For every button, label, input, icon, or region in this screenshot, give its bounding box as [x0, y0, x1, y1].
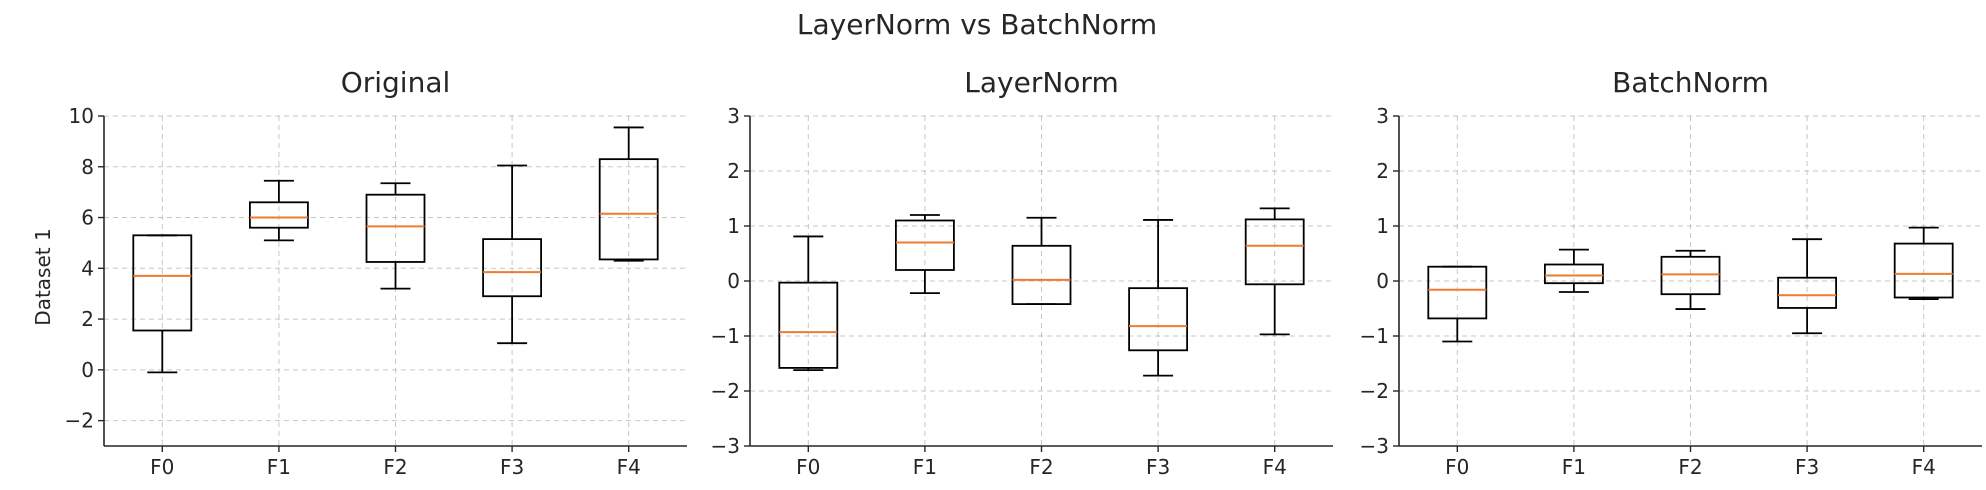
panel-2-xtick-label: F0: [796, 455, 820, 479]
iqr-box: [1660, 255, 1721, 296]
panel-2-ytick-label: −1: [711, 324, 740, 348]
panel-1-ytick-label: 4: [81, 256, 94, 280]
iqr-box: [1427, 265, 1488, 320]
iqr-box: [1128, 287, 1188, 352]
panel-1-ytick-label: 8: [81, 155, 94, 179]
panel-2-box-F1: [895, 214, 955, 295]
panel-3-ytick-label: 1: [1376, 214, 1389, 238]
panel-2-box-F4: [1244, 207, 1305, 336]
iqr-box: [1011, 244, 1072, 306]
panel-1-box-F4: [598, 126, 659, 262]
panel-2-ytick-label: −3: [711, 434, 740, 458]
panel-2-ytick-label: −2: [711, 379, 740, 403]
iqr-box: [1244, 218, 1305, 286]
panel-3-ytick-label: −3: [1360, 434, 1389, 458]
panel-3-box-F2: [1660, 249, 1721, 310]
iqr-box: [598, 158, 659, 261]
panel-2-xtick-label: F4: [1263, 455, 1287, 479]
iqr-box: [778, 281, 839, 369]
panel-1-xtick-label: F2: [383, 455, 407, 479]
panel-1-box-F1: [248, 179, 309, 242]
panel-1-box-F2: [365, 182, 426, 290]
iqr-box: [365, 193, 426, 263]
panel-3-ytick-label: −1: [1360, 324, 1389, 348]
panel-1-box-F0: [132, 234, 193, 374]
panel-2: LayerNorm −3 −2 −1 0 1 2 3 F0 F1 F2 F3 F4: [711, 66, 1333, 479]
panel-3-xtick-label: F3: [1795, 455, 1819, 479]
iqr-box: [1777, 276, 1837, 309]
panel-2-xtick-label: F1: [913, 455, 937, 479]
iqr-box: [482, 238, 543, 298]
panel-1-xtick-label: F0: [150, 455, 174, 479]
figure-suptitle: LayerNorm vs BatchNorm: [797, 8, 1157, 41]
panel-3-title: BatchNorm: [1612, 66, 1769, 99]
panel-2-ytick-label: 0: [727, 269, 740, 293]
panel-3-box-F4: [1893, 226, 1954, 301]
panel-3: BatchNorm −3 −2 −1 0 1 2 3 F0 F1 F2 F3 F4: [1360, 66, 1982, 479]
panel-1-box-F3: [482, 164, 543, 345]
panel-2-xtick-label: F2: [1029, 455, 1053, 479]
iqr-box: [1544, 263, 1604, 285]
panel-3-box-F3: [1777, 238, 1837, 335]
panel-1-ytick-label: 10: [69, 104, 94, 128]
panel-2-box-F2: [1011, 216, 1072, 306]
panel-2-box-F0: [778, 235, 839, 372]
panel-3-xtick-label: F2: [1678, 455, 1702, 479]
panel-1-ytick-label: 0: [81, 358, 94, 382]
panel-1-ytick-label: −2: [65, 409, 94, 433]
panel-3-box-F0: [1427, 265, 1488, 343]
panel-3-xtick-label: F0: [1445, 455, 1469, 479]
panel-2-ytick-label: 3: [727, 104, 740, 128]
panel-3-xtick-label: F1: [1562, 455, 1586, 479]
iqr-box: [248, 201, 309, 229]
row-ylabel: Dataset 1: [31, 228, 55, 325]
panel-1-xtick-label: F4: [617, 455, 641, 479]
iqr-box: [1893, 242, 1954, 299]
panel-3-ytick-label: 3: [1376, 104, 1389, 128]
panel-3-xtick-label: F4: [1912, 455, 1936, 479]
panel-1-xtick-label: F3: [500, 455, 524, 479]
panel-3-ytick-label: 0: [1376, 269, 1389, 293]
panel-2-ytick-label: 1: [727, 214, 740, 238]
panel-1-xtick-label: F1: [267, 455, 291, 479]
panel-2-box-F3: [1128, 219, 1188, 377]
panel-3-ytick-label: −2: [1360, 379, 1389, 403]
panel-1-ytick-label: 2: [81, 307, 94, 331]
panel-3-ytick-label: 2: [1376, 159, 1389, 183]
panel-1: Original −2 0 2 4 6 8 10 F0 F1 F2 F3 F4: [65, 66, 687, 479]
panel-2-xtick-label: F3: [1146, 455, 1170, 479]
iqr-box: [132, 234, 193, 332]
panel-2-title: LayerNorm: [964, 66, 1118, 99]
panel-1-ytick-label: 6: [81, 206, 94, 230]
panel-2-ytick-label: 2: [727, 159, 740, 183]
iqr-box: [895, 219, 955, 271]
panel-1-title: Original: [341, 66, 451, 99]
panel-3-box-F1: [1544, 248, 1604, 293]
